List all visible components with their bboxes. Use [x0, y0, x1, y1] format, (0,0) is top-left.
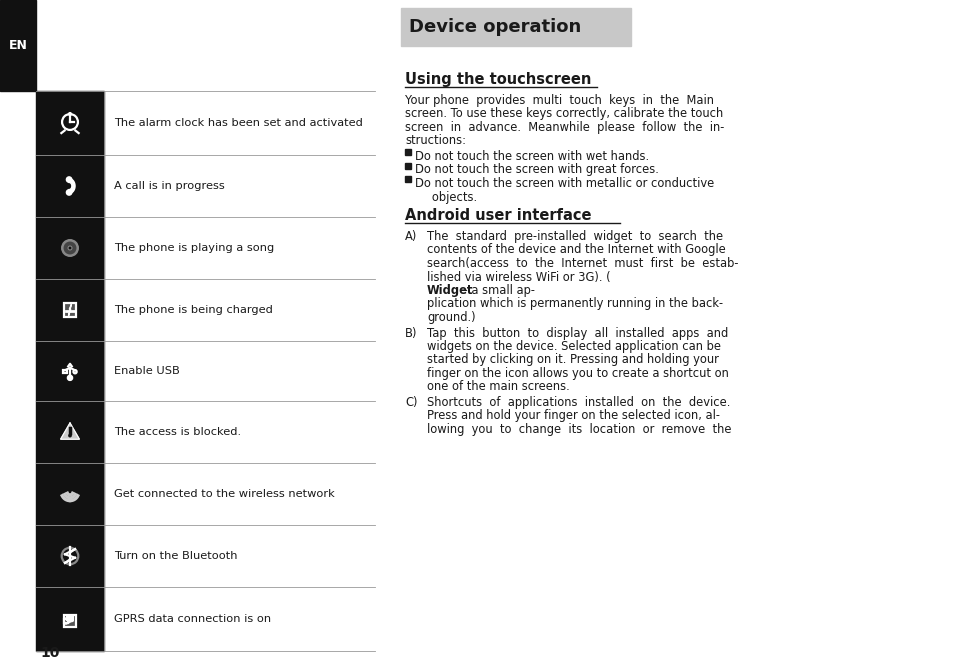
- Text: The phone is playing a song: The phone is playing a song: [113, 243, 274, 253]
- Circle shape: [67, 190, 71, 195]
- Bar: [36, 463, 104, 525]
- Bar: [405, 176, 411, 182]
- Bar: [36, 279, 104, 341]
- Text: EN: EN: [9, 39, 28, 52]
- Bar: [64, 619, 68, 623]
- Text: A call is in progress: A call is in progress: [113, 181, 225, 191]
- Polygon shape: [69, 304, 71, 316]
- Text: objects.: objects.: [420, 191, 476, 203]
- Text: Device operation: Device operation: [409, 18, 580, 36]
- Text: contents of the device and the Internet with Google: contents of the device and the Internet …: [427, 244, 725, 256]
- Bar: [36, 155, 104, 217]
- Text: Shortcuts  of  applications  installed  on  the  device.: Shortcuts of applications installed on t…: [427, 396, 730, 409]
- Text: lished via wireless WiFi or 3G). (: lished via wireless WiFi or 3G). (: [427, 270, 610, 284]
- Text: plication which is permanently running in the back-: plication which is permanently running i…: [427, 297, 722, 311]
- Text: The phone is being charged: The phone is being charged: [113, 305, 273, 315]
- Text: Android user interface: Android user interface: [405, 208, 591, 223]
- Bar: [64, 615, 76, 627]
- Text: Do not touch the screen with great forces.: Do not touch the screen with great force…: [415, 164, 659, 176]
- Text: screen  in  advance.  Meanwhile  please  follow  the  in-: screen in advance. Meanwhile please foll…: [405, 121, 723, 134]
- Bar: [400, 8, 630, 46]
- Text: Get connected to the wireless network: Get connected to the wireless network: [113, 489, 335, 499]
- Circle shape: [69, 499, 71, 501]
- Text: lowing  you  to  change  its  location  or  remove  the: lowing you to change its location or rem…: [427, 423, 731, 436]
- Text: Widget: Widget: [427, 284, 473, 297]
- Text: 10: 10: [40, 646, 60, 660]
- Polygon shape: [61, 423, 79, 440]
- Bar: [36, 525, 104, 587]
- Text: structions:: structions:: [405, 134, 465, 148]
- Text: Enable USB: Enable USB: [113, 366, 179, 376]
- Text: search(access  to  the  Internet  must  first  be  estab-: search(access to the Internet must first…: [427, 257, 738, 270]
- Text: widgets on the device. Selected application can be: widgets on the device. Selected applicat…: [427, 340, 720, 353]
- Text: Your phone  provides  multi  touch  keys  in  the  Main: Your phone provides multi touch keys in …: [405, 94, 713, 107]
- Text: - a small ap-: - a small ap-: [459, 284, 535, 297]
- Text: ground.): ground.): [427, 311, 476, 324]
- Bar: [64, 303, 76, 317]
- Text: Do not touch the screen with wet hands.: Do not touch the screen with wet hands.: [415, 150, 648, 163]
- Text: C): C): [405, 396, 417, 409]
- Text: Press and hold your finger on the selected icon, al-: Press and hold your finger on the select…: [427, 409, 720, 423]
- Circle shape: [62, 240, 78, 256]
- Bar: [36, 587, 104, 651]
- Text: screen. To use these keys correctly, calibrate the touch: screen. To use these keys correctly, cal…: [405, 107, 722, 121]
- Text: A): A): [405, 230, 416, 243]
- Text: GPRS data connection is on: GPRS data connection is on: [113, 614, 271, 624]
- Bar: [36, 217, 104, 279]
- Text: The access is blocked.: The access is blocked.: [113, 427, 241, 437]
- Bar: [36, 341, 104, 401]
- Text: one of the main screens.: one of the main screens.: [427, 380, 569, 393]
- Text: Do not touch the screen with metallic or conductive: Do not touch the screen with metallic or…: [415, 177, 714, 190]
- Text: finger on the icon allows you to create a shortcut on: finger on the icon allows you to create …: [427, 367, 728, 380]
- Bar: [405, 149, 411, 155]
- Text: B): B): [405, 327, 417, 340]
- Text: The  standard  pre-installed  widget  to  search  the: The standard pre-installed widget to sea…: [427, 230, 722, 243]
- Text: started by clicking on it. Pressing and holding your: started by clicking on it. Pressing and …: [427, 354, 719, 366]
- Circle shape: [67, 177, 71, 183]
- Bar: [63, 370, 67, 373]
- Text: The alarm clock has been set and activated: The alarm clock has been set and activat…: [113, 118, 362, 128]
- Bar: [67, 615, 73, 621]
- Circle shape: [64, 242, 75, 254]
- Circle shape: [70, 248, 71, 249]
- Polygon shape: [69, 179, 74, 193]
- Circle shape: [69, 434, 71, 437]
- Bar: [0, 0, 36, 91]
- Circle shape: [69, 113, 71, 115]
- Text: Tap  this  button  to  display  all  installed  apps  and: Tap this button to display all installed…: [427, 327, 727, 340]
- Text: Turn on the Bluetooth: Turn on the Bluetooth: [113, 551, 237, 561]
- Bar: [405, 162, 411, 168]
- Bar: [36, 91, 104, 155]
- Circle shape: [68, 246, 71, 250]
- Bar: [36, 401, 104, 463]
- Text: Using the touchscreen: Using the touchscreen: [405, 72, 591, 87]
